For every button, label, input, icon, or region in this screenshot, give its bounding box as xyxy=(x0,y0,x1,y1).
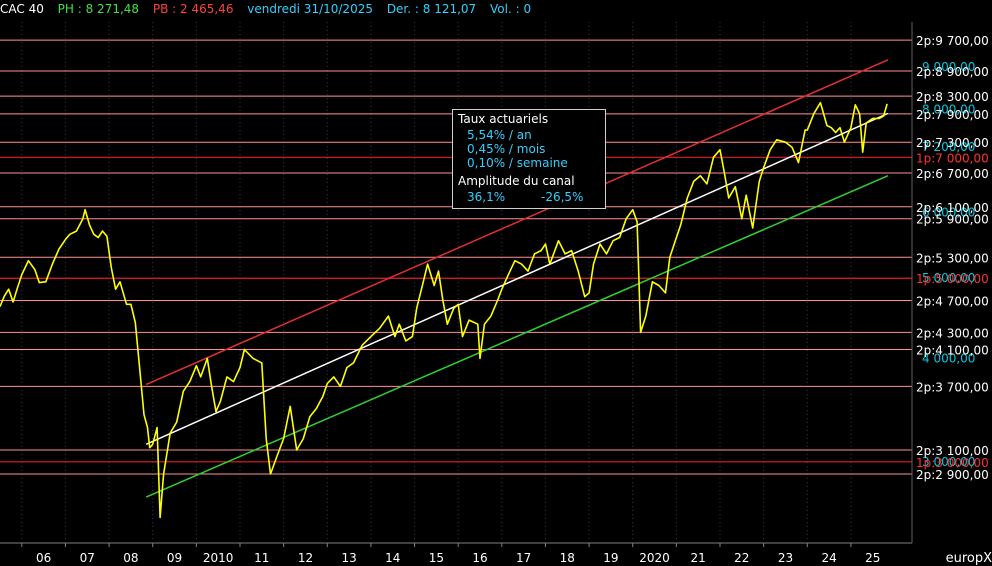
x-tick-label: 22 xyxy=(734,551,749,565)
x-tick-label: 21 xyxy=(691,551,706,565)
support-level-label: 2p:5 300,00 xyxy=(916,251,989,265)
legend-rate-week: 0,10% / semaine xyxy=(467,156,568,170)
x-tick-label: 2010 xyxy=(203,551,234,565)
support-level-label: 2p:4 700,00 xyxy=(916,294,989,308)
support-level-label: 2p:6 700,00 xyxy=(916,167,989,181)
date-label: vendredi 31/10/2025 xyxy=(247,2,373,16)
aux-level-label: 4 000,00 xyxy=(922,351,975,365)
x-tick-label: 23 xyxy=(778,551,793,565)
aux-level-label: 6 000,00 xyxy=(922,206,975,220)
legend-amplitude-down: -26,5% xyxy=(541,190,584,204)
x-tick-label: 07 xyxy=(80,551,95,565)
x-tick-label: 19 xyxy=(603,551,618,565)
upper-channel-line xyxy=(145,59,889,386)
aux-level-label: 9 000,00 xyxy=(922,60,975,74)
support-level-label: 2p:8 300,00 xyxy=(916,90,989,104)
x-tick-label: 18 xyxy=(560,551,575,565)
volume-label: Vol. : 0 xyxy=(490,2,532,16)
x-tick-label: 08 xyxy=(123,551,138,565)
x-tick-label: 15 xyxy=(429,551,444,565)
legend-amplitude-up: 36,1% xyxy=(467,190,506,204)
x-tick-label: 06 xyxy=(36,551,51,565)
x-tick-label: 13 xyxy=(341,551,356,565)
last-price: Der. : 8 121,07 xyxy=(386,2,477,16)
key-level-label: 1p:3 000,00 xyxy=(916,456,989,470)
period-high: PH : 8 271,48 xyxy=(57,2,140,16)
legend-amplitude-title: Amplitude du canal xyxy=(458,174,575,188)
support-level-label: 2p:4 300,00 xyxy=(916,326,989,340)
chart-header: CAC 40 PH : 8 271,48 PB : 2 465,46 vendr… xyxy=(0,0,992,18)
support-level-label: 2p:9 700,00 xyxy=(916,34,989,48)
legend-rate-month: 0,45% / mois xyxy=(467,142,546,156)
aux-level-label: 7 200,00 xyxy=(922,140,975,154)
middle-channel-line xyxy=(145,112,889,445)
x-tick-label: 25 xyxy=(865,551,880,565)
x-tick-label: 11 xyxy=(254,551,269,565)
support-level-label: 2p:5 900,00 xyxy=(916,213,989,227)
lower-channel-line xyxy=(145,175,889,498)
key-level-label: 1p:7 000,00 xyxy=(916,151,989,165)
price-series-line xyxy=(0,101,888,519)
x-tick-label: 09 xyxy=(167,551,182,565)
support-level-label: 2p:4 100,00 xyxy=(916,344,989,358)
x-tick-label: 16 xyxy=(472,551,487,565)
brand-watermark: europX xyxy=(945,551,992,566)
symbol-label: CAC 40 xyxy=(0,2,44,16)
aux-level-label: 5 000,00 xyxy=(922,271,975,285)
support-level-label: 2p:8 900,00 xyxy=(916,65,989,79)
legend-rate-year: 5,54% / an xyxy=(467,128,532,142)
x-tick-label: 12 xyxy=(298,551,313,565)
x-tick-label: 17 xyxy=(516,551,531,565)
key-level-label: 1p:5 000,00 xyxy=(916,272,989,286)
support-level-label: 2p:7 900,00 xyxy=(916,108,989,122)
period-low: PB : 2 465,46 xyxy=(152,2,234,16)
support-level-label: 2p:2 900,00 xyxy=(916,468,989,482)
x-tick-label: 24 xyxy=(821,551,836,565)
aux-level-label: 8 000,00 xyxy=(922,102,975,116)
support-level-label: 2p:6 100,00 xyxy=(916,201,989,215)
x-tick-label: 14 xyxy=(385,551,400,565)
support-level-label: 2p:3 100,00 xyxy=(916,444,989,458)
support-level-label: 2p:3 700,00 xyxy=(916,380,989,394)
legend-rates-title: Taux actuariels xyxy=(458,112,549,126)
aux-level-label: 3 000,00 xyxy=(922,455,975,469)
x-tick-label: 2020 xyxy=(639,551,670,565)
support-level-label: 2p:7 300,00 xyxy=(916,136,989,150)
channel-legend: Taux actuariels 5,54% / an 0,45% / mois … xyxy=(452,109,606,209)
